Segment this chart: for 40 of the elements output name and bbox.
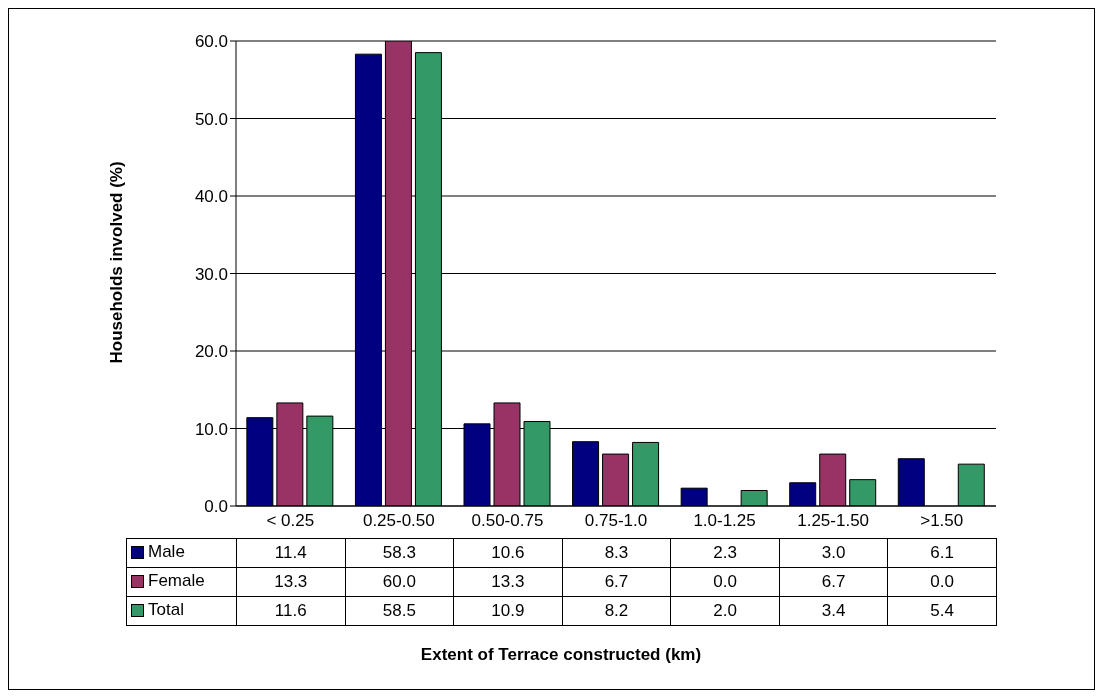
y-axis-title: Households involved (%) [107,161,127,364]
data-label: 13.3 [236,567,346,597]
data-label: 11.6 [236,596,346,626]
data-label: 11.4 [236,538,346,568]
data-label: 58.5 [345,596,454,626]
data-label: 3.4 [779,596,888,626]
data-label: 58.3 [345,538,454,568]
y-tick-label: 60.0 [194,32,228,52]
legend-label: Female [148,571,205,592]
x-tick-label: 1.0-1.25 [693,511,756,531]
y-tick-label: 40.0 [194,187,228,207]
data-label: 8.3 [562,538,671,568]
data-label: 5.4 [887,596,997,626]
data-label: 2.3 [670,538,780,568]
y-tick-label: 50.0 [194,109,228,129]
data-label: 8.2 [562,596,671,626]
y-tick-label: 10.0 [194,419,228,439]
data-label: 6.7 [779,567,888,597]
data-label: 0.0 [670,567,780,597]
data-label: 2.0 [670,596,780,626]
data-label: 10.9 [453,596,563,626]
x-tick-label: >1.50 [920,511,964,531]
x-tick-label: 0.50-0.75 [471,511,544,531]
data-label: 10.6 [453,538,563,568]
x-tick-label: 0.25-0.50 [362,511,435,531]
data-label: 6.7 [562,567,671,597]
y-tick-label: 0.0 [204,497,228,517]
legend-label: Male [148,542,185,563]
x-tick-label: 0.75-1.0 [584,511,648,531]
legend-label: Total [148,600,184,621]
data-label: 6.1 [887,538,997,568]
text: Extent of Terrace constructed (km) [419,645,703,665]
data-label: 0.0 [887,567,997,597]
data-label: 3.0 [779,538,888,568]
data-label: 60.0 [345,567,454,597]
x-tick-label: 1.25-1.50 [797,511,870,531]
y-tick-label: 20.0 [194,342,228,362]
data-label: 13.3 [453,567,563,597]
y-tick-label: 30.0 [194,264,228,284]
x-tick-label: < 0.25 [266,511,315,531]
